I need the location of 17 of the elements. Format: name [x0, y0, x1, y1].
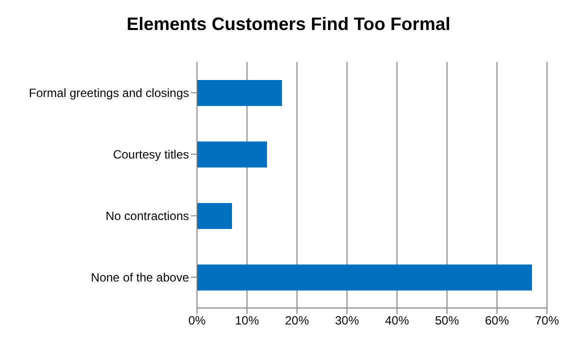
y-tick-label: Courtesy titles — [112, 148, 189, 162]
bar — [197, 80, 282, 106]
x-tick-label: 20% — [284, 314, 310, 328]
x-tick-label: 0% — [188, 314, 206, 328]
x-tick-label: 10% — [234, 314, 260, 328]
x-tick-label: 50% — [434, 314, 460, 328]
x-tick-label: 30% — [334, 314, 360, 328]
x-tick-label: 60% — [484, 314, 510, 328]
y-tick-label: Formal greetings and closings — [28, 86, 189, 100]
bar — [197, 142, 267, 168]
y-tick-label: None of the above — [90, 270, 190, 285]
x-tick-label: 70% — [534, 314, 560, 328]
chart-title: Elements Customers Find Too Formal — [126, 14, 452, 35]
bar — [197, 264, 532, 290]
bar — [197, 203, 232, 229]
x-tick-label: 40% — [384, 314, 410, 328]
y-tick-label: No contractions — [106, 209, 189, 224]
